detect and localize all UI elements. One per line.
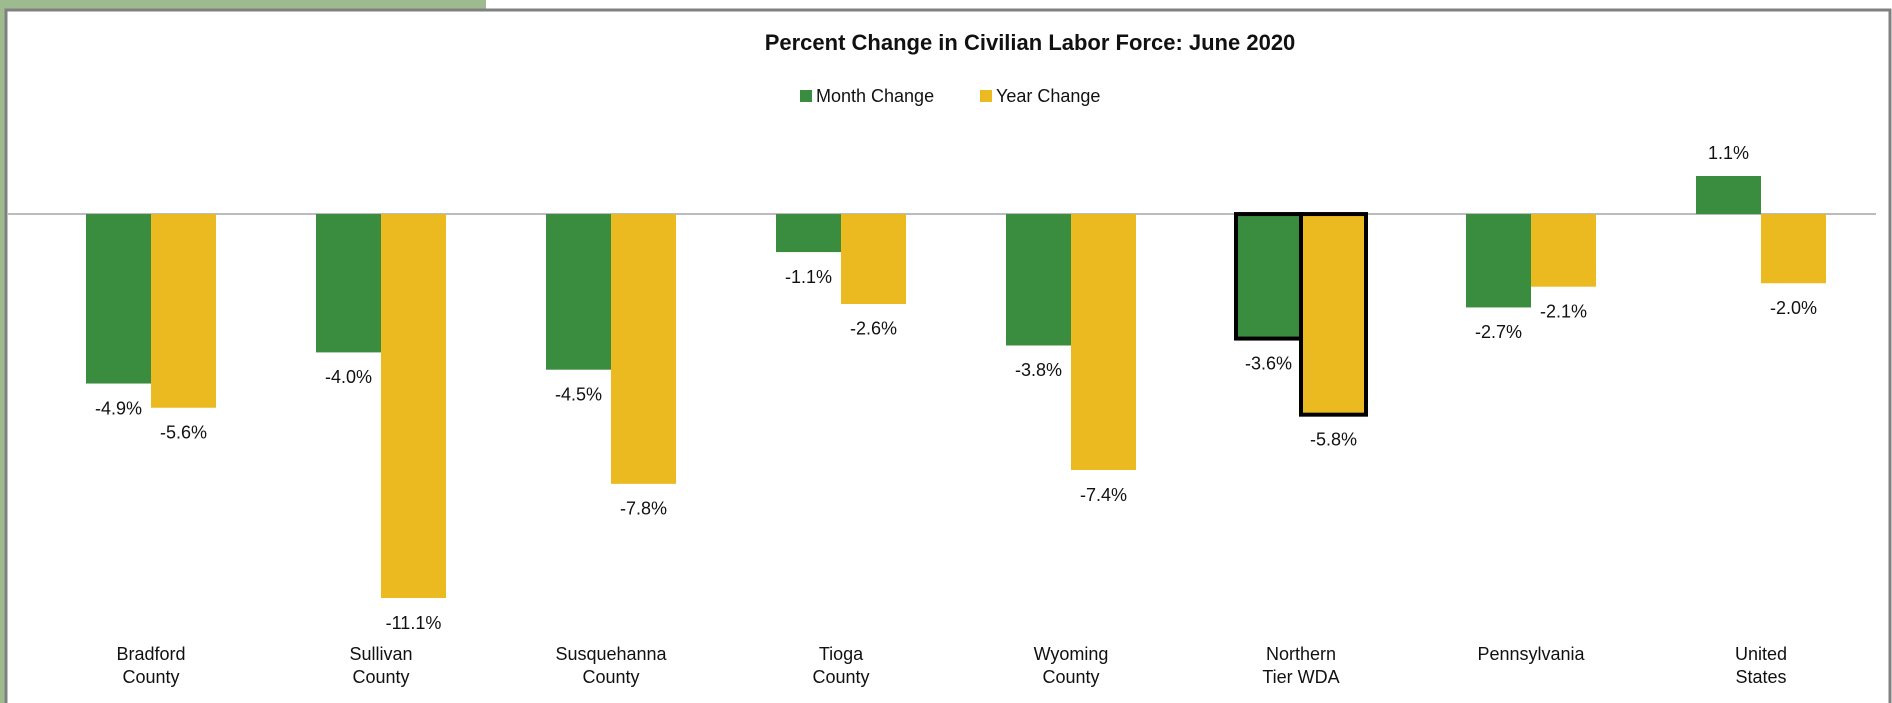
- bar: [776, 214, 841, 253]
- bar: [151, 214, 216, 408]
- x-tick-label: Bradford County: [116, 644, 185, 687]
- x-tick-label: Pennsylvania: [1477, 644, 1585, 664]
- bar: [546, 214, 611, 370]
- legend-swatch: [800, 90, 812, 102]
- x-tick-line: Tier WDA: [1262, 667, 1339, 687]
- data-label: -5.8%: [1310, 429, 1357, 449]
- x-tick-line: County: [122, 667, 179, 687]
- data-label: -2.7%: [1475, 322, 1522, 342]
- legend-swatch: [980, 90, 992, 102]
- x-tick-line: County: [352, 667, 409, 687]
- chart-frame: [4, 8, 1892, 703]
- x-tick-label: Susquehanna County: [555, 644, 667, 687]
- x-tick-line: Sullivan: [349, 644, 412, 664]
- x-tick-line: Pennsylvania: [1477, 644, 1585, 664]
- data-label: -4.0%: [325, 367, 372, 387]
- bar: [1696, 176, 1761, 215]
- x-tick-line: County: [812, 667, 869, 687]
- data-label: 1.1%: [1708, 143, 1749, 163]
- bar: [381, 214, 446, 598]
- bar: [841, 214, 906, 304]
- bar: [1006, 214, 1071, 346]
- bar: [611, 214, 676, 484]
- bar: [316, 214, 381, 353]
- data-label: -11.1%: [386, 613, 442, 633]
- data-label: -2.1%: [1540, 301, 1587, 321]
- x-tick-line: Northern: [1266, 644, 1336, 664]
- x-tick-label: Sullivan County: [349, 644, 412, 687]
- legend-label: Year Change: [996, 86, 1100, 106]
- x-tick-label: Wyoming County: [1034, 644, 1109, 687]
- x-tick-line: County: [582, 667, 639, 687]
- data-label: -3.8%: [1015, 360, 1062, 380]
- data-label: -4.9%: [95, 398, 142, 418]
- data-label: -2.0%: [1770, 298, 1817, 318]
- chart-title: Percent Change in Civilian Labor Force: …: [765, 30, 1296, 55]
- bar: [86, 214, 151, 384]
- x-tick-label: Northern Tier WDA: [1262, 644, 1339, 687]
- bar: [1761, 214, 1826, 284]
- x-tick-line: Wyoming: [1034, 644, 1109, 664]
- x-tick-label: United States: [1735, 644, 1787, 687]
- x-tick-line: United: [1735, 644, 1787, 664]
- data-label: -1.1%: [785, 267, 832, 287]
- data-label: -4.5%: [555, 384, 602, 404]
- x-tick-line: States: [1735, 667, 1786, 687]
- data-label: -7.8%: [620, 499, 667, 519]
- bar: [1299, 212, 1368, 417]
- data-label: -3.6%: [1245, 353, 1292, 373]
- bar: [1466, 214, 1531, 308]
- data-label: -7.4%: [1080, 485, 1127, 505]
- bar: [1234, 212, 1303, 341]
- bar: [1071, 214, 1136, 471]
- data-label: -5.6%: [160, 423, 207, 443]
- data-label: -2.6%: [850, 319, 897, 339]
- frame-accent: [0, 0, 7, 703]
- x-tick-line: Bradford: [116, 644, 185, 664]
- x-tick-label: Tioga County: [812, 644, 869, 687]
- x-tick-line: County: [1042, 667, 1099, 687]
- x-tick-line: Susquehanna: [555, 644, 667, 664]
- bar: [1531, 214, 1596, 287]
- x-tick-line: Tioga: [819, 644, 864, 664]
- legend-label: Month Change: [816, 86, 934, 106]
